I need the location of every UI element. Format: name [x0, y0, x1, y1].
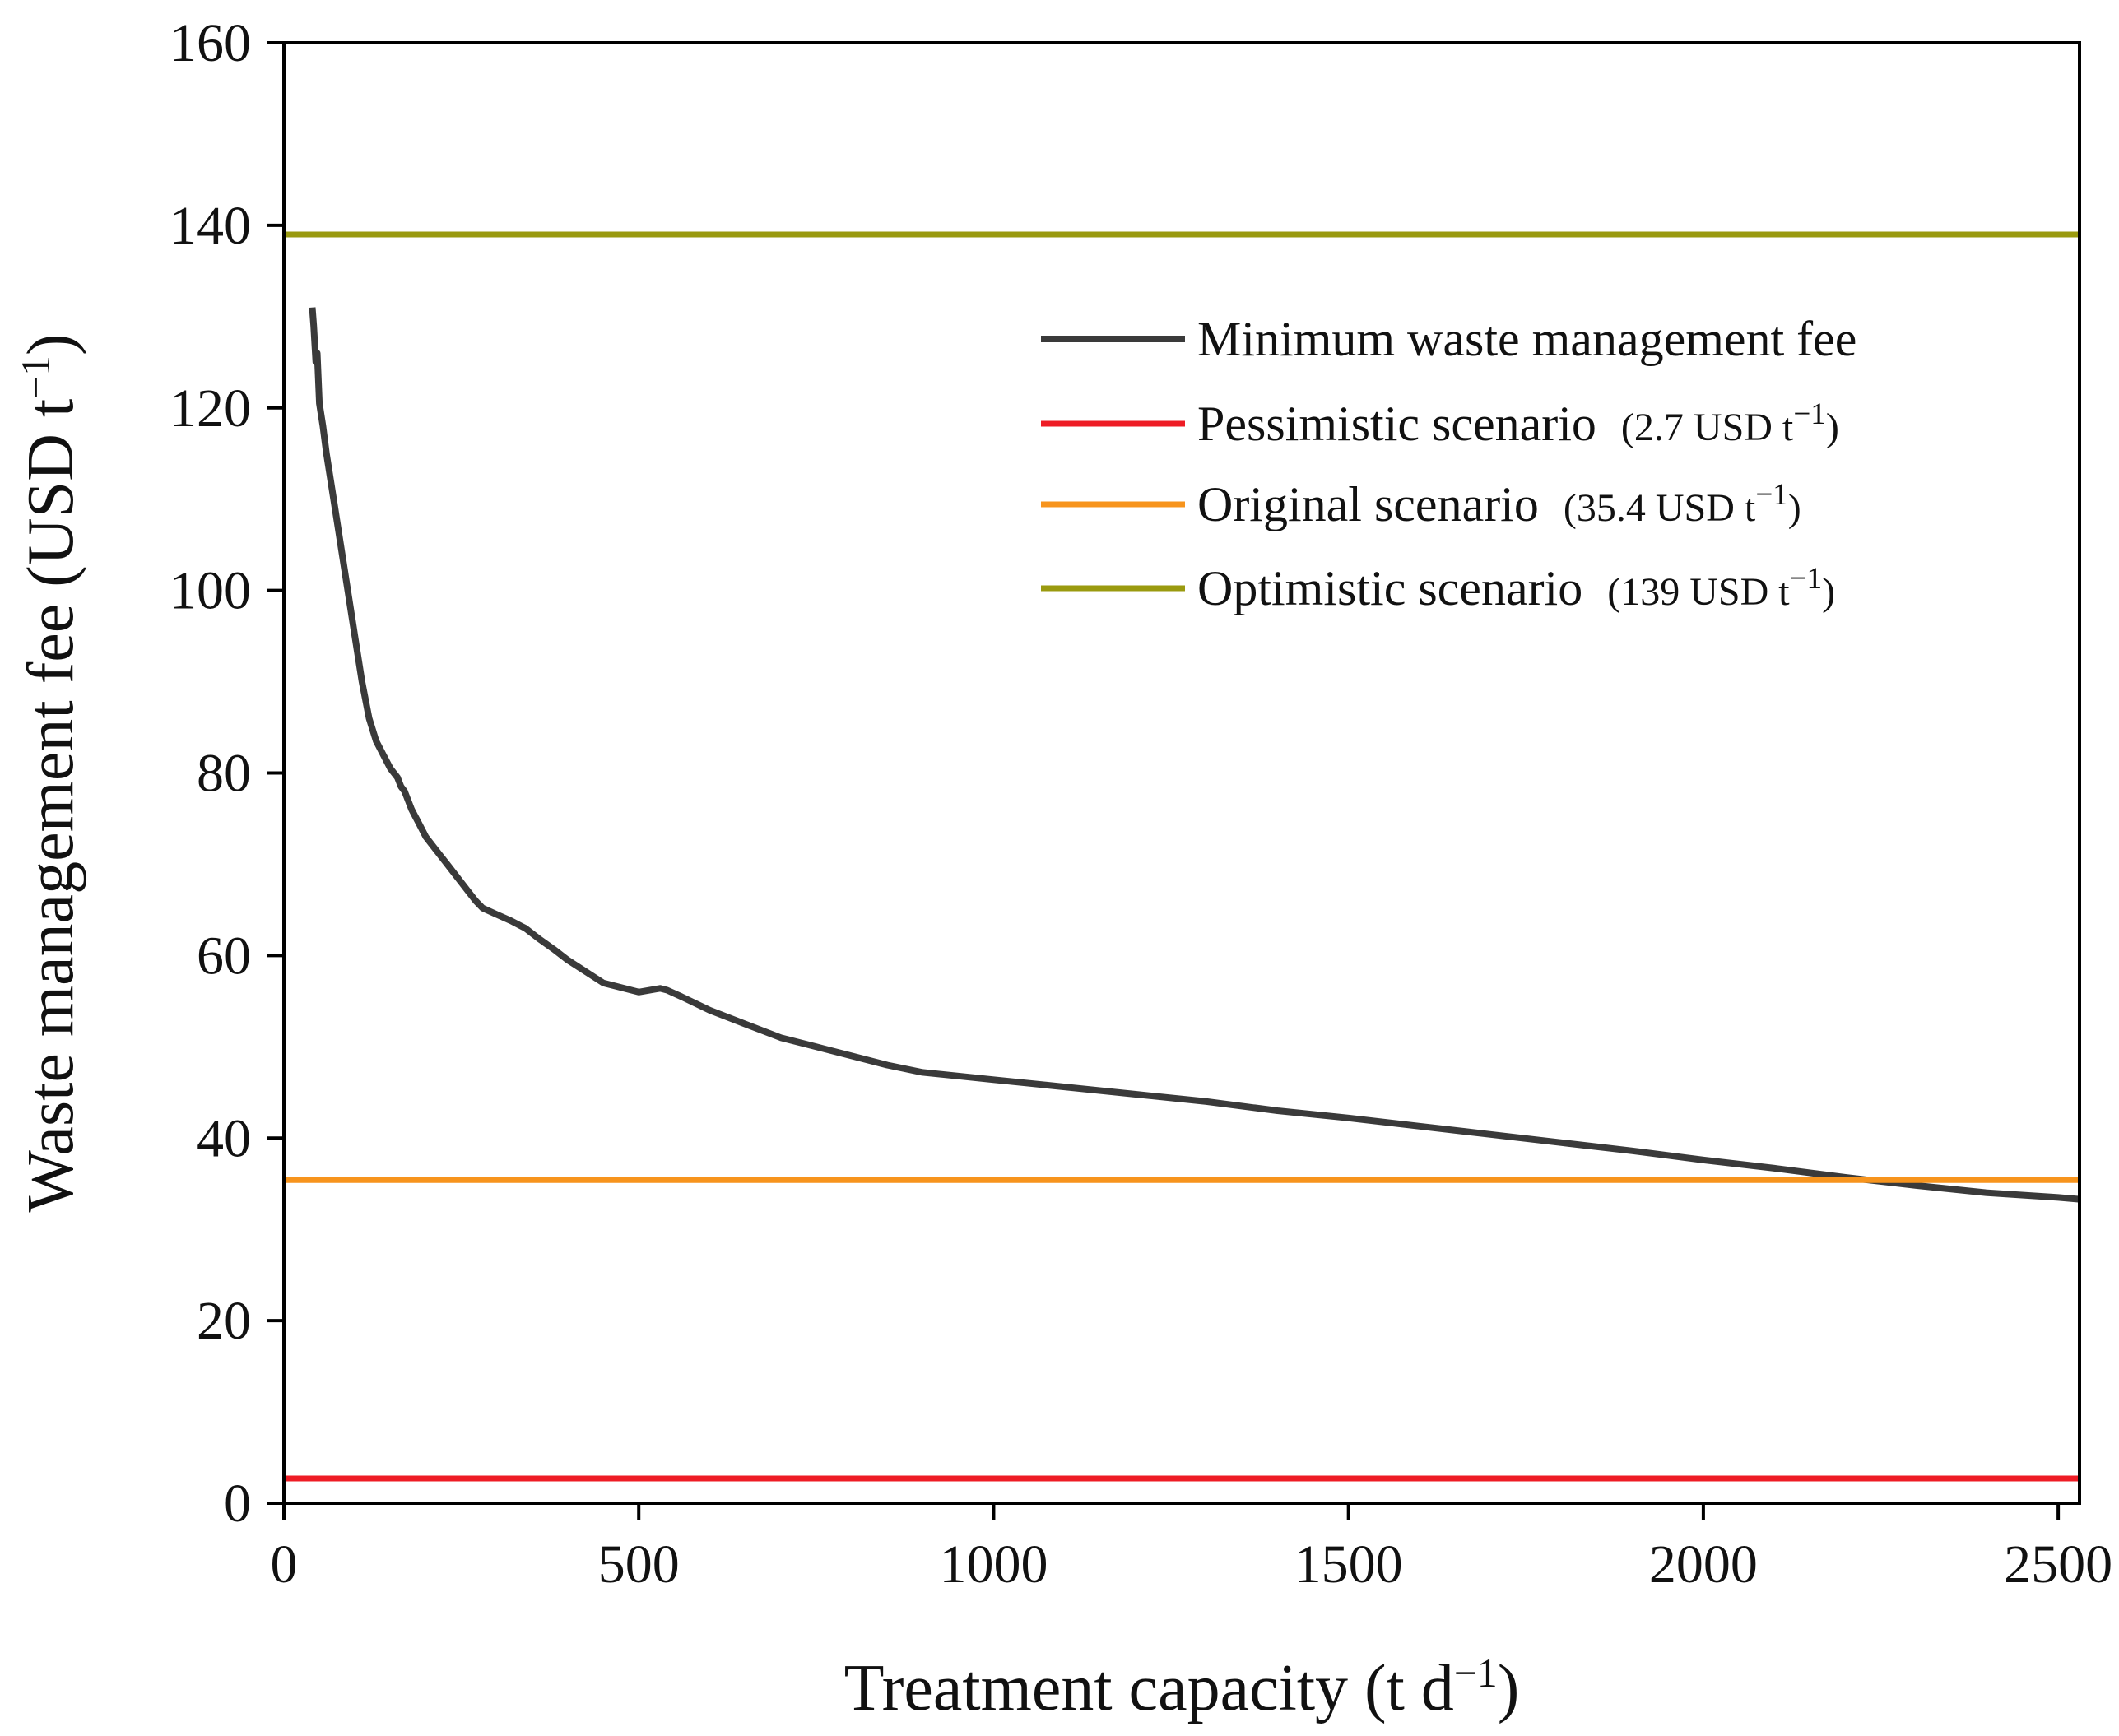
legend-label-original-scenario: Original scenario (35.4 USD t−1) [1197, 477, 1801, 531]
y-tick-label: 0 [224, 1474, 251, 1534]
y-tick-label: 40 [197, 1108, 251, 1168]
y-tick-label: 120 [170, 378, 251, 439]
x-axis-title: Treatment capacity (t d−1) [844, 1650, 1520, 1724]
y-tick-label: 20 [197, 1291, 251, 1351]
x-tick-label: 1500 [1294, 1534, 1403, 1594]
x-tick-label: 1000 [939, 1534, 1048, 1594]
legend-label-optimistic-scenario: Optimistic scenario (139 USD t−1) [1197, 561, 1835, 615]
y-tick-label: 60 [197, 926, 251, 986]
axis-ticks: 0 500 1000 1500 2000 2500 0 20 40 60 80 100 120 140 16… [170, 13, 2112, 1594]
legend: Minimum waste management fee Pessimistic … [1041, 312, 1856, 615]
y-tick-label: 80 [197, 744, 251, 804]
y-tick-label: 160 [170, 13, 251, 73]
y-axis-title: Waste management fee (USD t−1) [13, 333, 87, 1212]
series-line-minimum-waste-management-fee [309, 307, 2080, 1203]
legend-label-minimum-waste-management-fee: Minimum waste management fee [1197, 312, 1856, 366]
x-tick-label: 500 [598, 1534, 680, 1594]
series-lines [284, 231, 2080, 1482]
plot-frame [282, 41, 2081, 1505]
y-tick-label: 140 [170, 196, 251, 256]
y-tick-label: 100 [170, 561, 251, 621]
x-tick-label: 0 [271, 1534, 298, 1594]
x-tick-label: 2000 [1649, 1534, 1758, 1594]
x-tick-label: 2500 [2004, 1534, 2112, 1594]
legend-label-pessimistic-scenario: Pessimistic scenario (2.7 USD t−1) [1197, 397, 1839, 451]
